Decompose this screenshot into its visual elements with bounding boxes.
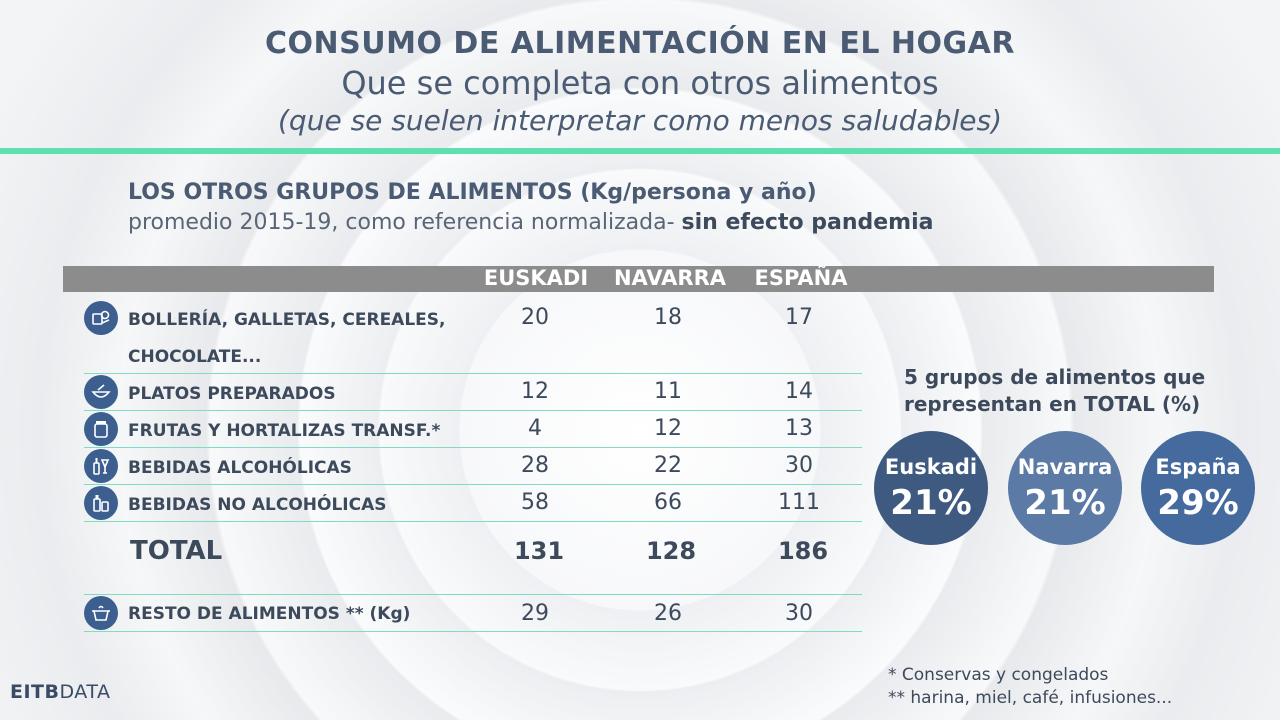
column-header-euskadi: EUSKADI <box>483 266 589 290</box>
circle-euskadi-name: Euskadi <box>884 455 978 479</box>
cell-nonalcoholic-navarra: 66 <box>654 490 682 515</box>
column-header-espana: ESPAÑA <box>754 266 848 290</box>
table-header-bar <box>63 266 1214 292</box>
row-label-bakery: BOLLERÍA, GALLETAS, CEREALES, <box>128 310 446 330</box>
side-title-line1: 5 grupos de alimentos que <box>904 365 1206 389</box>
cell-fruits-espana: 13 <box>785 416 813 441</box>
cell-rest-euskadi: 29 <box>521 601 549 626</box>
cell-rest-navarra: 26 <box>654 601 682 626</box>
row-divider <box>84 521 862 522</box>
cell-prepared-espana: 14 <box>785 379 813 404</box>
soda-icon <box>84 486 118 520</box>
row-divider <box>84 594 862 595</box>
cell-alcoholic-espana: 30 <box>785 453 813 478</box>
column-header-navarra: NAVARRA <box>613 266 727 290</box>
row-label-fruits: FRUTAS Y HORTALIZAS TRANSF.* <box>128 421 441 441</box>
cell-nonalcoholic-espana: 111 <box>778 490 820 515</box>
side-title: 5 grupos de alimentos que representan en… <box>904 364 1244 418</box>
row-divider <box>84 447 862 448</box>
circle-euskadi: Euskadi 21% <box>874 431 988 545</box>
section-subtitle: promedio 2015-19, como referencia normal… <box>128 210 933 235</box>
circle-espana-pct: 29% <box>1157 483 1239 523</box>
circle-navarra: Navarra 21% <box>1008 431 1122 545</box>
cell-fruits-navarra: 12 <box>654 416 682 441</box>
bakery-icon <box>84 301 118 335</box>
total-espana: 186 <box>777 537 829 565</box>
logo-bold: EITB <box>10 681 60 703</box>
cell-alcoholic-navarra: 22 <box>654 453 682 478</box>
page-subtitle-italic: (que se suelen interpretar como menos sa… <box>278 104 1002 137</box>
cell-bakery-euskadi: 20 <box>521 305 549 330</box>
logo-light: DATA <box>59 681 111 703</box>
footnote-2: ** harina, miel, café, infusiones... <box>888 688 1173 708</box>
row-divider <box>84 484 862 485</box>
circle-euskadi-pct: 21% <box>890 483 972 523</box>
total-label: TOTAL <box>130 536 223 566</box>
cell-rest-espana: 30 <box>785 601 813 626</box>
row-divider <box>84 631 862 632</box>
row-label-rest: RESTO DE ALIMENTOS ** (Kg) <box>128 604 411 624</box>
footnote-1: * Conservas y congelados <box>888 665 1109 685</box>
cell-prepared-euskadi: 12 <box>521 379 549 404</box>
eitb-data-logo: EITBDATA <box>10 681 110 703</box>
row-label-prepared: PLATOS PREPARADOS <box>128 384 336 404</box>
circle-espana: España 29% <box>1141 431 1255 545</box>
total-navarra: 128 <box>645 537 697 565</box>
section-subtitle-plain: promedio 2015-19, como referencia normal… <box>128 210 682 235</box>
cell-fruits-euskadi: 4 <box>528 416 542 441</box>
page-title: CONSUMO DE ALIMENTACIÓN EN EL HOGAR <box>265 26 1015 61</box>
header-divider <box>0 148 1280 154</box>
row-divider <box>84 373 862 374</box>
cell-nonalcoholic-euskadi: 58 <box>521 490 549 515</box>
row-label-nonalcoholic: BEBIDAS NO ALCOHÓLICAS <box>128 495 387 515</box>
wine-icon <box>84 449 118 483</box>
cell-alcoholic-euskadi: 28 <box>521 453 549 478</box>
cell-bakery-navarra: 18 <box>654 305 682 330</box>
row-label-bakery-cont: CHOCOLATE... <box>128 347 262 367</box>
circle-espana-name: España <box>1155 455 1241 479</box>
circle-navarra-name: Navarra <box>1017 455 1113 479</box>
bowl-icon <box>84 375 118 409</box>
total-euskadi: 131 <box>513 537 565 565</box>
jar-icon <box>84 412 118 446</box>
row-label-alcoholic: BEBIDAS ALCOHÓLICAS <box>128 458 352 478</box>
header: CONSUMO DE ALIMENTACIÓN EN EL HOGAR Que … <box>0 0 1280 154</box>
cell-bakery-espana: 17 <box>785 305 813 330</box>
row-divider <box>84 410 862 411</box>
pot-icon <box>84 596 118 630</box>
page-subtitle: Que se completa con otros alimentos <box>341 64 939 102</box>
side-title-line2: representan en TOTAL (%) <box>904 392 1201 416</box>
circle-navarra-pct: 21% <box>1024 483 1106 523</box>
section-title: LOS OTROS GRUPOS DE ALIMENTOS (Kg/person… <box>128 180 817 205</box>
section-subtitle-bold: sin efecto pandemia <box>681 210 934 235</box>
cell-prepared-navarra: 11 <box>654 379 682 404</box>
